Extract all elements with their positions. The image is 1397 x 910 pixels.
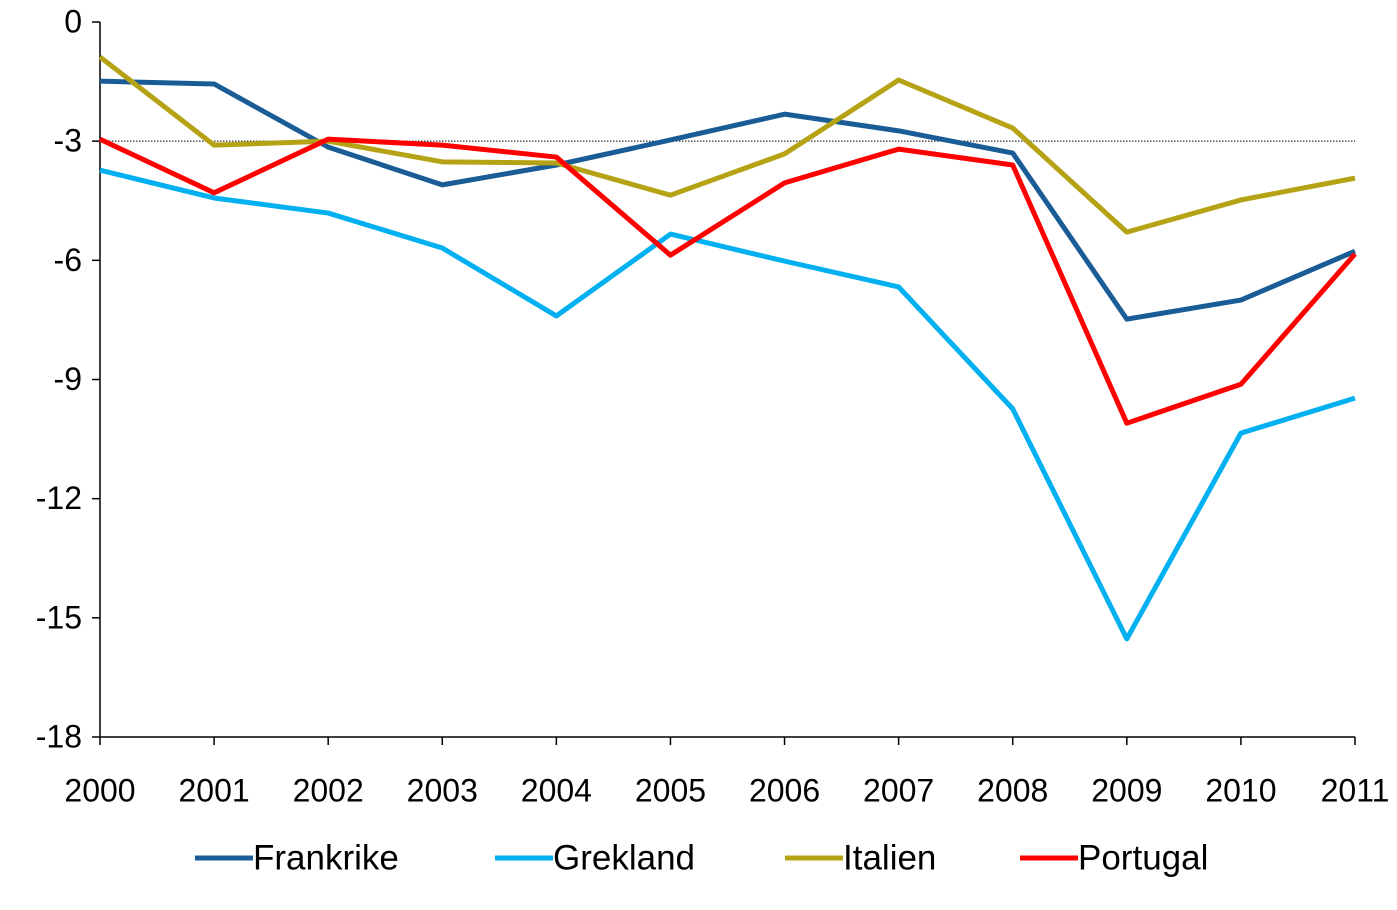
legend-label: Italien [843, 838, 936, 877]
y-tick-label: -3 [54, 123, 82, 159]
x-tick-label: 2004 [521, 772, 592, 808]
y-tick-label: -9 [54, 361, 82, 397]
x-tick-label: 2006 [749, 772, 820, 808]
x-tick-label: 2010 [1205, 772, 1276, 808]
legend-label: Grekland [553, 838, 695, 877]
x-tick-label: 2003 [407, 772, 478, 808]
series-line [98, 136, 1357, 426]
y-tick-label: -6 [54, 242, 82, 278]
x-tick-label: 2000 [64, 772, 135, 808]
x-tick-label: 2008 [977, 772, 1048, 808]
y-tick-label: -18 [36, 718, 82, 754]
x-tick-label: 2011 [1321, 772, 1390, 808]
x-tick-label: 2007 [863, 772, 934, 808]
series-line [99, 78, 1356, 322]
legend-label: Portugal [1078, 838, 1208, 877]
legend-label: Frankrike [253, 838, 399, 877]
x-tick-label: 2005 [635, 772, 706, 808]
x-tick-label: 2009 [1091, 772, 1162, 808]
x-tick-label: 2002 [293, 772, 364, 808]
x-tick-label: 2001 [178, 772, 249, 808]
series-line [98, 54, 1356, 235]
y-tick-label: -12 [36, 480, 82, 516]
y-tick-label: -15 [36, 599, 82, 635]
series-line [99, 167, 1356, 642]
y-tick-label: 0 [64, 3, 82, 39]
